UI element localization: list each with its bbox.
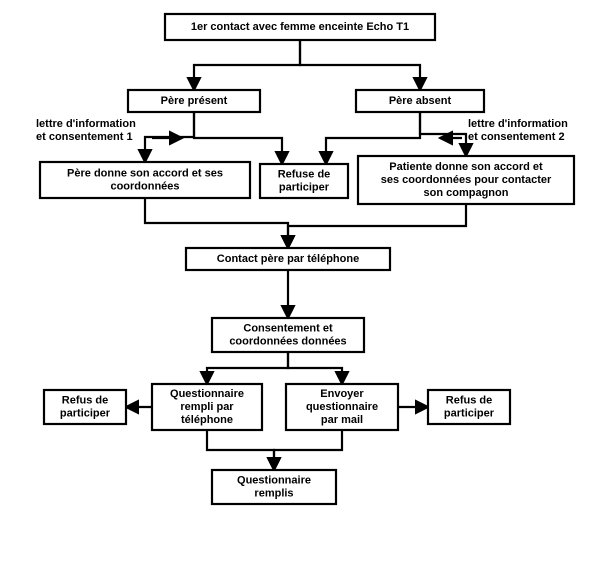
flow-arrow — [207, 430, 274, 470]
node-label: remplis — [254, 487, 293, 499]
node-label: coordonnées — [110, 180, 179, 192]
flow-arrow — [288, 352, 342, 384]
node-label: Patiente donne son accord et — [389, 161, 543, 173]
side-label-left: et consentement 1 — [36, 131, 133, 143]
node-label: questionnaire — [306, 401, 378, 413]
node-label: participer — [60, 407, 111, 419]
node-accord: Père donne son accord et sescoordonnées — [40, 162, 250, 198]
flow-arrow — [274, 430, 342, 470]
node-label: ses coordonnées pour contacter — [381, 174, 552, 186]
flow-arrow — [288, 204, 466, 248]
node-label: participer — [444, 407, 495, 419]
flow-arrow — [207, 352, 288, 384]
node-qmail: Envoyerquestionnairepar mail — [286, 384, 398, 430]
flow-arrow — [145, 198, 288, 248]
node-consent: Consentement etcoordonnées données — [212, 318, 364, 352]
node-label: rempli par — [180, 401, 234, 413]
node-label: par mail — [321, 414, 363, 426]
node-pa: Père absent — [356, 90, 484, 112]
flow-arrow — [420, 112, 466, 156]
side-label-right: et consentement 2 — [468, 131, 565, 143]
node-label: Consentement et — [243, 322, 333, 334]
node-qtel: Questionnairerempli partéléphone — [152, 384, 262, 430]
node-label: Contact père par téléphone — [217, 253, 359, 265]
node-label: participer — [279, 181, 330, 193]
node-top: 1er contact avec femme enceinte Echo T1 — [165, 14, 435, 40]
side-label-right: lettre d'information — [468, 118, 568, 130]
node-refusL: Refus departiciper — [44, 390, 126, 424]
node-label: téléphone — [181, 414, 233, 426]
side-label-left: lettre d'information — [36, 118, 136, 130]
node-label: Père présent — [161, 95, 228, 107]
node-contact: Contact père par téléphone — [186, 248, 390, 270]
node-label: Père donne son accord et ses — [67, 167, 223, 179]
flow-arrow — [194, 112, 282, 164]
node-refusR: Refus departiciper — [428, 390, 510, 424]
node-pp: Père présent — [128, 90, 260, 112]
node-label: Questionnaire — [170, 388, 244, 400]
node-label: coordonnées données — [229, 335, 346, 347]
node-label: Refus de — [62, 394, 108, 406]
node-label: Questionnaire — [237, 474, 311, 486]
node-label: 1er contact avec femme enceinte Echo T1 — [191, 21, 409, 33]
node-qfin: Questionnaireremplis — [212, 470, 336, 504]
node-label: Refuse de — [278, 168, 331, 180]
node-patiente: Patiente donne son accord etses coordonn… — [358, 156, 574, 204]
node-label: Envoyer — [320, 388, 364, 400]
node-label: Père absent — [389, 95, 452, 107]
node-label: Refus de — [446, 394, 492, 406]
node-label: son compagnon — [424, 187, 509, 199]
flow-arrow — [194, 40, 300, 90]
node-refuse: Refuse departiciper — [260, 164, 348, 198]
flow-arrow — [300, 40, 420, 90]
